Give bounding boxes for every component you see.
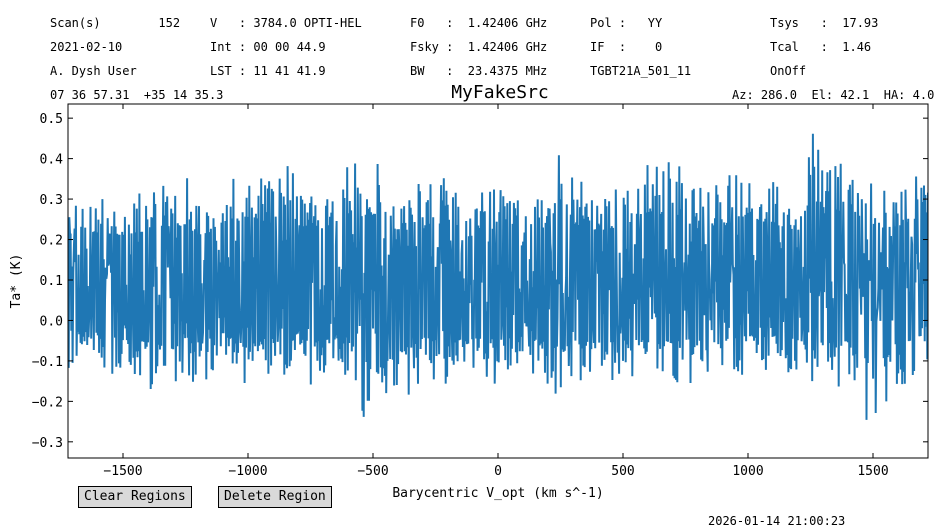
header-tsys: Tsys : 17.93 — [770, 16, 879, 30]
header-if: IF : 0 — [590, 40, 663, 54]
y-tick-label: 0.4 — [40, 153, 64, 168]
delete-region-button[interactable]: Delete Region — [218, 486, 332, 508]
header-lst: LST : 11 41 41.9 — [210, 64, 326, 78]
axes: −1500 −1000 −500 0 500 1000 1500 −0.3 −0.2 −0.1 0.… — [32, 104, 928, 479]
header-date: 2021-02-10 — [50, 40, 123, 54]
header-procedure: OnOff — [770, 64, 807, 78]
plot-area[interactable] — [68, 133, 928, 420]
y-tick-label: 0.0 — [40, 314, 63, 329]
header-azel: Az: 286.0 El: 42.1 HA: 4.0 — [732, 88, 935, 102]
y-tick-label: −0.3 — [32, 436, 63, 451]
x-tick-label: 1500 — [857, 464, 888, 479]
y-tick-label: 0.2 — [40, 234, 63, 249]
x-tick-label: 500 — [611, 464, 634, 479]
x-tick-label: 0 — [494, 464, 502, 479]
spectrum-line — [68, 133, 928, 420]
header-velocity: V : 3784.0 OPTI-HEL — [210, 16, 362, 30]
header-int: Int : 00 00 44.9 — [210, 40, 326, 54]
x-tick-label: −1000 — [228, 464, 267, 479]
y-axis-label: Ta* (K) — [9, 254, 24, 309]
header-tcal: Tcal : 1.46 — [770, 40, 872, 54]
header-bw: BW : 23.4375 MHz — [410, 64, 548, 78]
y-tick-label: 0.5 — [40, 112, 63, 127]
x-tick-label: 1000 — [732, 464, 763, 479]
chart-title: MyFakeSrc — [451, 82, 549, 103]
y-tick-label: 0.1 — [40, 274, 63, 289]
header-pol: Pol : YY — [590, 16, 663, 30]
y-tick-label: −0.1 — [32, 355, 63, 370]
header-scan: Scan(s) 152 — [50, 16, 181, 30]
header-observer: A. Dysh User — [50, 64, 137, 78]
clear-regions-button[interactable]: Clear Regions — [78, 486, 192, 508]
y-tick-label: 0.3 — [40, 193, 63, 208]
header-project: TGBT21A_501_11 — [590, 64, 692, 78]
header-fsky: Fsky : 1.42406 GHz — [410, 40, 548, 54]
x-tick-label: −500 — [357, 464, 388, 479]
y-tick-label: −0.2 — [32, 395, 63, 410]
header-f0: F0 : 1.42406 GHz — [410, 16, 548, 30]
x-axis-label: Barycentric V_opt (km s^-1) — [392, 486, 603, 501]
timestamp: 2026-01-14 21:00:23 — [708, 514, 846, 528]
header-coords: 07 36 57.31 +35 14 35.3 — [50, 88, 224, 102]
x-tick-label: −1500 — [103, 464, 142, 479]
